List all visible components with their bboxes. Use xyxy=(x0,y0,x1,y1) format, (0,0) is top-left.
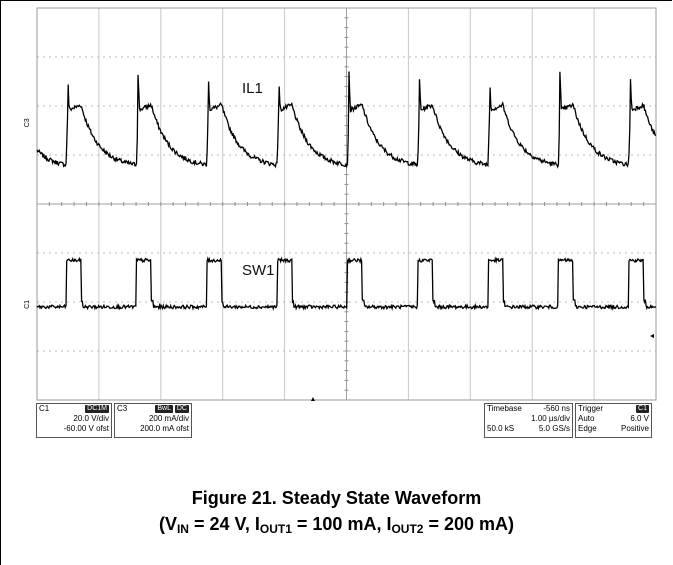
channel-c3-name: C3 xyxy=(117,404,128,413)
page-border-left xyxy=(0,0,1,565)
timebase-delay: -560 ns xyxy=(543,404,570,413)
channel-c3-coupling-tag: DC xyxy=(174,405,189,413)
trigger-source-tag: C1 xyxy=(636,405,649,413)
figure-caption-conditions: (VIN = 24 V, IOUT1 = 100 mA, IOUT2 = 200… xyxy=(158,514,515,536)
series-sw1-line xyxy=(36,256,657,311)
trigger-level: 6.0 V xyxy=(630,414,649,423)
grid-border xyxy=(36,7,657,401)
channel-marker-c3: C3 xyxy=(24,118,31,127)
caption-iout1-sub: OUT1 xyxy=(259,522,292,536)
page-border-top xyxy=(0,0,672,1)
trigger-type: Edge xyxy=(578,424,597,433)
series-label-il1: IL1 xyxy=(242,80,263,97)
caption-vin-sub: IN xyxy=(176,522,189,536)
trigger-label: Trigger xyxy=(578,404,604,413)
plot-traces xyxy=(36,71,657,311)
figure-caption-title: Figure 21. Steady State Waveform xyxy=(191,488,482,508)
trigger-mode: Auto xyxy=(578,414,595,423)
channel-c3-scale: 200 mA/div xyxy=(148,414,189,423)
channel-c1-name: C1 xyxy=(39,404,50,413)
channel-marker-c1: C1 xyxy=(24,300,31,309)
channel-c1-box[interactable]: C1 DC1M 20.0 V/div -60.00 V ofst xyxy=(36,403,112,438)
caption-iout2-sub: OUT2 xyxy=(391,522,424,536)
series-il1-line xyxy=(36,71,657,169)
trigger-time-marker xyxy=(311,397,315,401)
channel-c1-scale: 20.0 V/div xyxy=(73,414,109,423)
channel-c3-box[interactable]: C3 BwL DC 200 mA/div 200.0 mA ofst xyxy=(114,403,192,438)
channel-c3-offset: 200.0 mA ofst xyxy=(140,424,189,433)
caption-iout2-value: = 200 mA) xyxy=(423,514,515,534)
caption-iout1-value: = 100 mA, xyxy=(291,514,387,534)
timebase-scale: 1.00 µs/div xyxy=(531,414,570,423)
channel-c1-offset: -60.00 V ofst xyxy=(63,424,109,433)
series-label-sw1: SW1 xyxy=(242,262,275,279)
plot-grid xyxy=(36,7,657,401)
trigger-box[interactable]: Trigger C1 Auto 6.0 V Edge Positive xyxy=(575,403,652,438)
timebase-rate: 5.0 GS/s xyxy=(538,424,570,433)
trigger-slope: Positive xyxy=(620,424,649,433)
trigger-level-marker xyxy=(650,334,654,338)
timebase-label: Timebase xyxy=(487,404,522,413)
caption-vin-value: = 24 V, xyxy=(188,514,255,534)
channel-c3-bwl-tag: BwL xyxy=(155,405,173,413)
timebase-samples: 50.0 kS xyxy=(487,424,515,433)
channel-c1-coupling-tag: DC1M xyxy=(85,405,109,413)
timebase-box[interactable]: Timebase -560 ns 1.00 µs/div 50.0 kS 5.0… xyxy=(484,403,573,438)
